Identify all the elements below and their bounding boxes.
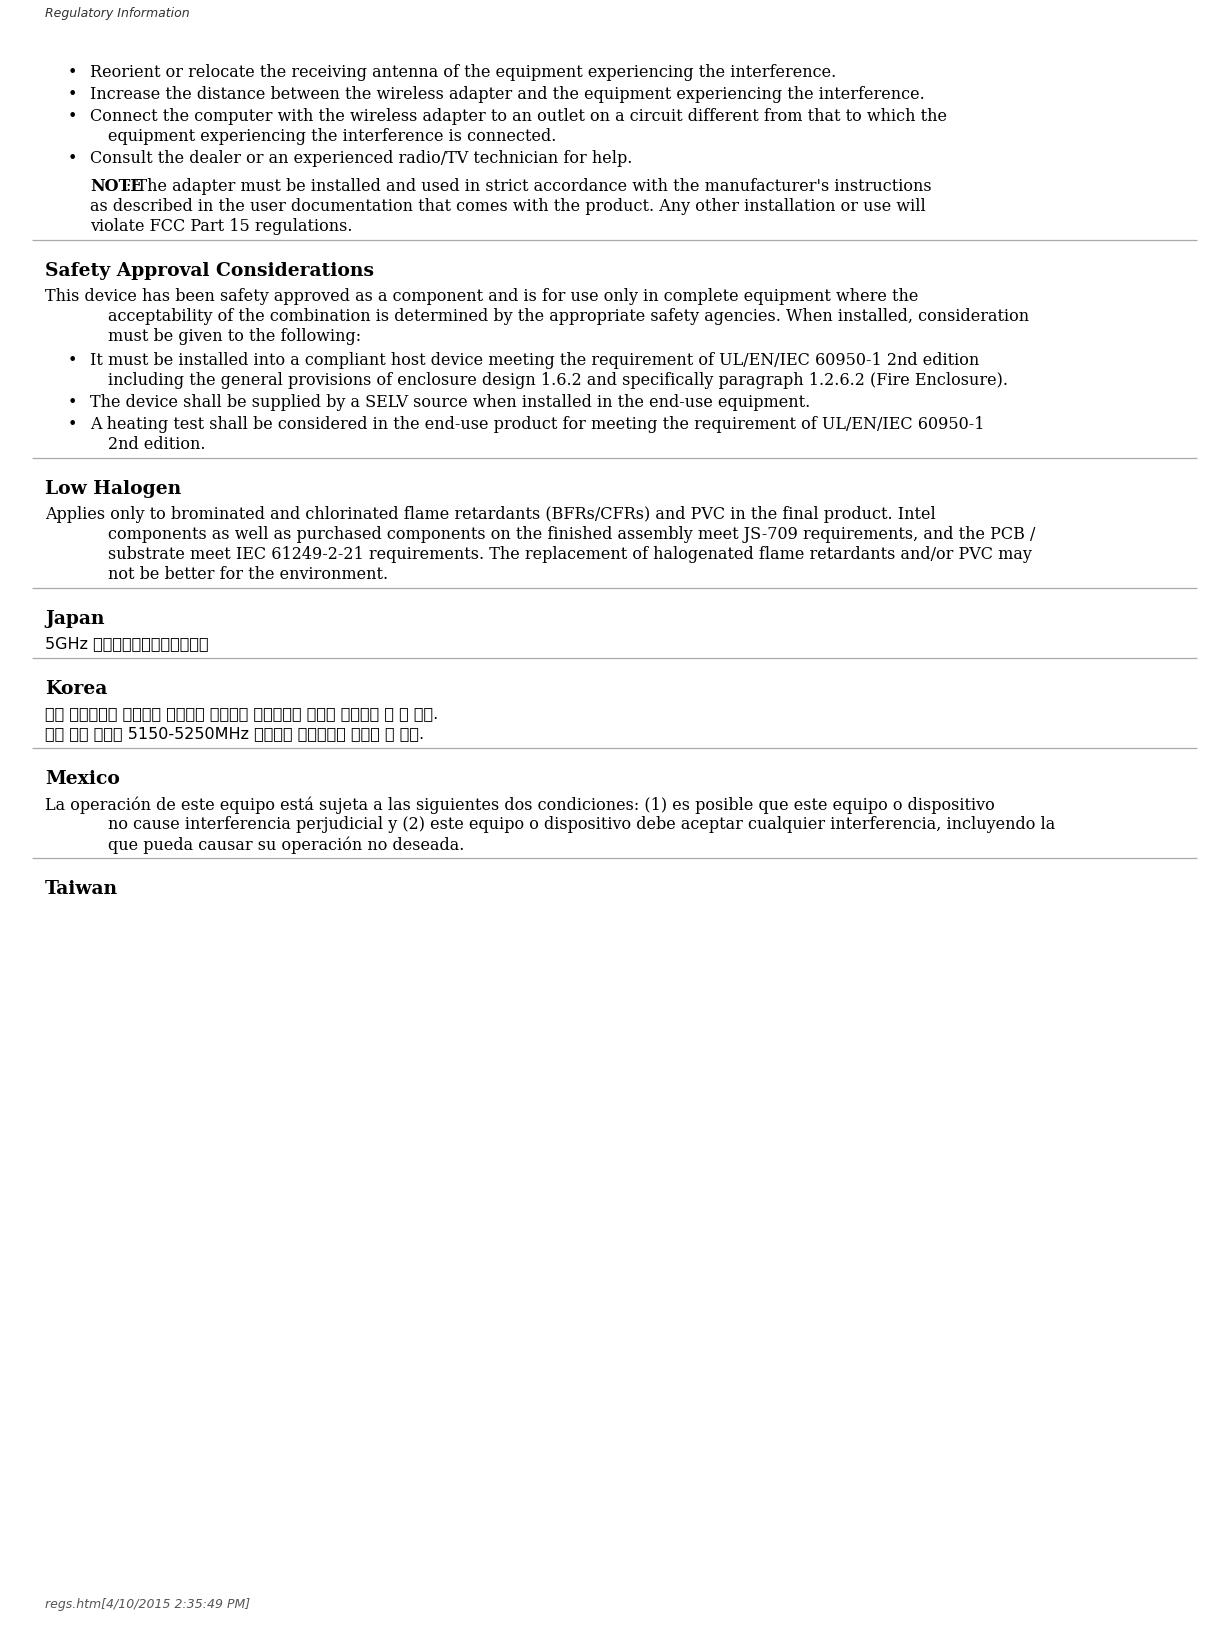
Text: que pueda causar su operación no deseada.: que pueda causar su operación no deseada… (108, 836, 465, 854)
Text: : The adapter must be installed and used in strict accordance with the manufactu: : The adapter must be installed and used… (127, 178, 932, 195)
Text: Consult the dealer or an experienced radio/TV technician for help.: Consult the dealer or an experienced rad… (90, 150, 633, 168)
Text: Japan: Japan (45, 609, 104, 629)
Text: NOTE: NOTE (90, 178, 143, 195)
Text: Mexico: Mexico (45, 771, 120, 788)
Text: La operación de este equipo está sujeta a las siguientes dos condiciones: (1) es: La operación de este equipo está sujeta … (45, 797, 994, 813)
Text: A heating test shall be considered in the end-use product for meeting the requir: A heating test shall be considered in th… (90, 415, 984, 433)
Text: components as well as purchased components on the finished assembly meet JS-709 : components as well as purchased componen… (108, 526, 1035, 542)
Text: 해당 무선 설비는 5150-5250MHz 대역에서 실내에서만 사용할 수 있음.: 해당 무선 설비는 5150-5250MHz 대역에서 실내에서만 사용할 수 … (45, 727, 424, 741)
Text: Taiwan: Taiwan (45, 880, 118, 898)
Text: •: • (68, 150, 77, 168)
Text: It must be installed into a compliant host device meeting the requirement of UL/: It must be installed into a compliant ho… (90, 352, 980, 370)
Text: •: • (68, 86, 77, 103)
Text: Connect the computer with the wireless adapter to an outlet on a circuit differe: Connect the computer with the wireless a… (90, 108, 948, 125)
Text: including the general provisions of enclosure design 1.6.2 and specifically para: including the general provisions of encl… (108, 371, 1008, 389)
Text: no cause interferencia perjudicial y (2) este equipo o dispositivo debe aceptar : no cause interferencia perjudicial y (2)… (108, 816, 1056, 832)
Text: •: • (68, 64, 77, 81)
Text: Low Halogen: Low Halogen (45, 481, 181, 498)
Text: Regulatory Information: Regulatory Information (45, 7, 189, 20)
Text: 해당 무선설비는 전파혼신 가능성이 있으므로 인명안전과 관련된 서비스는 할 수 없음.: 해당 무선설비는 전파혼신 가능성이 있으므로 인명안전과 관련된 서비스는 할… (45, 705, 439, 722)
Text: 2nd edition.: 2nd edition. (108, 437, 205, 453)
Text: equipment experiencing the interference is connected.: equipment experiencing the interference … (108, 129, 557, 145)
Text: 5GHz 帯は屋内でのみ使用のこと: 5GHz 帯は屋内でのみ使用のこと (45, 635, 209, 652)
Text: •: • (68, 415, 77, 433)
Text: as described in the user documentation that comes with the product. Any other in: as described in the user documentation t… (90, 199, 925, 215)
Text: This device has been safety approved as a component and is for use only in compl: This device has been safety approved as … (45, 288, 918, 305)
Text: Increase the distance between the wireless adapter and the equipment experiencin: Increase the distance between the wirele… (90, 86, 924, 103)
Text: Korea: Korea (45, 679, 107, 697)
Text: Safety Approval Considerations: Safety Approval Considerations (45, 262, 374, 280)
Text: violate FCC Part 15 regulations.: violate FCC Part 15 regulations. (90, 218, 353, 235)
Text: must be given to the following:: must be given to the following: (108, 327, 361, 345)
Text: substrate meet IEC 61249-2-21 requirements. The replacement of halogenated flame: substrate meet IEC 61249-2-21 requiremen… (108, 546, 1032, 564)
Text: Reorient or relocate the receiving antenna of the equipment experiencing the int: Reorient or relocate the receiving anten… (90, 64, 836, 81)
Text: •: • (68, 394, 77, 411)
Text: Applies only to brominated and chlorinated flame retardants (BFRs/CFRs) and PVC : Applies only to brominated and chlorinat… (45, 507, 935, 523)
Text: regs.htm[4/10/2015 2:35:49 PM]: regs.htm[4/10/2015 2:35:49 PM] (45, 1598, 251, 1611)
Text: •: • (68, 352, 77, 370)
Text: •: • (68, 108, 77, 125)
Text: The device shall be supplied by a SELV source when installed in the end-use equi: The device shall be supplied by a SELV s… (90, 394, 810, 411)
Text: not be better for the environment.: not be better for the environment. (108, 565, 388, 583)
Text: acceptability of the combination is determined by the appropriate safety agencie: acceptability of the combination is dete… (108, 308, 1029, 326)
